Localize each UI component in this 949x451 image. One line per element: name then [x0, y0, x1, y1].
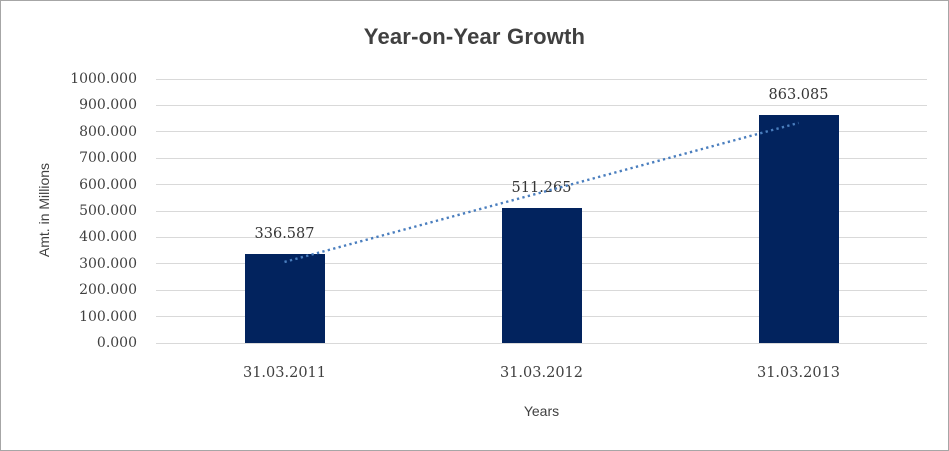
x-tick-label: 31.03.2013: [756, 365, 841, 381]
bar-31.03.2011[interactable]: [244, 254, 325, 343]
x-tick-label: 31.03.2011: [242, 365, 327, 381]
gridline: [156, 104, 927, 106]
y-tick-label: 200.000: [79, 282, 137, 299]
data-label: 511.265: [511, 180, 572, 197]
y-tick-label: 100.000: [79, 308, 137, 325]
plot-area: 336.587 511.265 863.085: [156, 78, 927, 344]
gridline: [156, 157, 927, 159]
y-tick-label: 400.000: [79, 229, 137, 246]
trendline-segment: [284, 121, 799, 264]
chart-title: Year-on-Year Growth: [363, 24, 586, 49]
y-tick-label: 500.000: [79, 203, 137, 219]
data-label: 336.587: [254, 226, 315, 243]
gridline: [156, 131, 927, 133]
y-tick-label: 600.000: [79, 176, 137, 193]
bar-31.03.2012[interactable]: [501, 208, 582, 343]
gridline: [156, 184, 927, 186]
gridline: [156, 78, 927, 80]
y-tick-label: 800.000: [79, 123, 137, 140]
bar-31.03.2013[interactable]: [758, 115, 839, 343]
y-tick-label: 900.000: [79, 97, 137, 114]
x-tick-label: 31.03.2012: [499, 365, 584, 381]
data-label: 863.085: [768, 87, 829, 104]
y-tick-label: 1000.000: [70, 71, 137, 87]
x-axis-title: Years: [523, 403, 560, 419]
y-tick-label: 700.000: [79, 150, 137, 167]
y-tick-label: 0.000: [96, 335, 137, 351]
trendline[interactable]: [156, 79, 927, 343]
y-tick-label: 300.000: [79, 255, 137, 272]
gridline: [156, 342, 927, 344]
